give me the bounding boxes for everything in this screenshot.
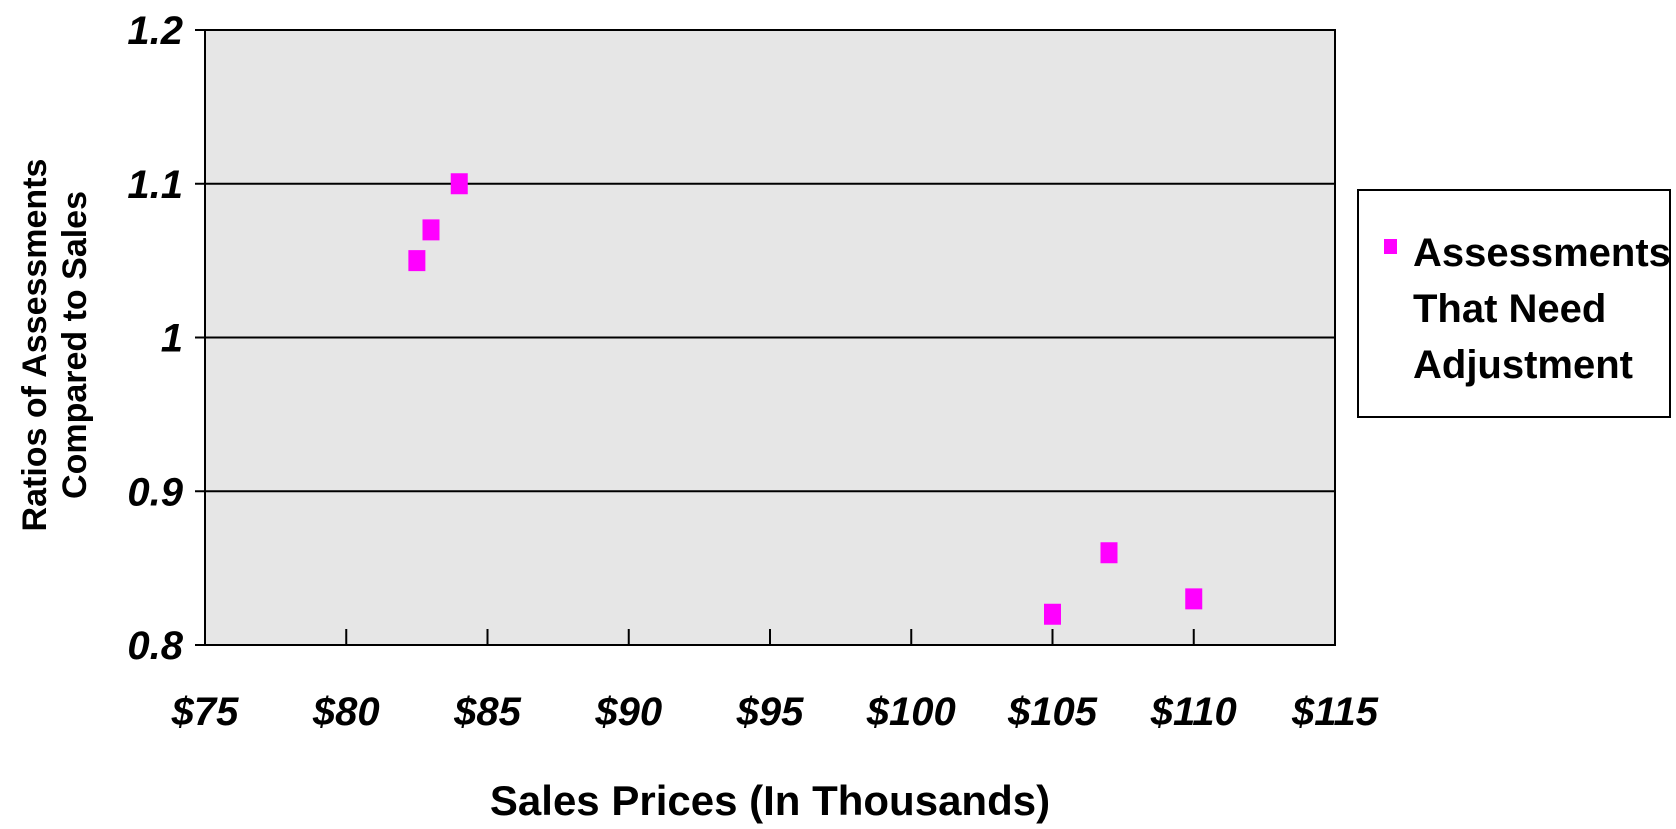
data-points <box>408 173 1203 625</box>
x-tick-label: $80 <box>312 690 380 734</box>
y-tick-label: 0.8 <box>127 624 183 668</box>
data-point <box>1185 588 1203 610</box>
gridlines <box>205 182 1335 493</box>
data-point <box>422 219 440 241</box>
legend-marker <box>1384 239 1397 254</box>
x-tick-label: $90 <box>594 690 662 734</box>
legend: Assessments That Need Adjustment <box>1357 189 1671 418</box>
y-tick-label: 0.9 <box>127 470 183 514</box>
x-tick-label: $100 <box>866 690 956 734</box>
y-axis-title: Ratios of Assessments Compared to Sales <box>16 159 94 532</box>
data-point <box>450 173 468 195</box>
y-tick-label: 1 <box>161 317 183 361</box>
x-tick-label: $115 <box>1291 690 1379 734</box>
x-tick-label: $105 <box>1007 690 1098 734</box>
x-tick-label: $110 <box>1150 690 1237 734</box>
y-axis-title-line-2: Compared to Sales <box>56 191 94 499</box>
x-tick-label: $85 <box>453 690 521 734</box>
x-tick-label: $95 <box>736 690 804 734</box>
x-axis-ticks: $75 $80 $85 $90 $95 $100 $105 $110 $115 <box>171 629 1379 734</box>
data-point <box>1100 542 1118 564</box>
x-axis-title: Sales Prices (In Thousands) <box>490 777 1050 824</box>
y-axis-title-line-1: Ratios of Assessments <box>16 159 54 532</box>
x-tick-label: $75 <box>171 690 239 734</box>
legend-label-line-3: Adjustment <box>1413 343 1633 387</box>
y-tick-label: 1.2 <box>127 9 183 53</box>
legend-label-line-2: That Need <box>1413 287 1606 331</box>
y-tick-label: 1.1 <box>127 163 183 207</box>
legend-box <box>1357 189 1671 418</box>
data-point <box>1044 603 1061 625</box>
y-axis-ticks: 0.8 0.9 1 1.1 1.2 <box>127 9 205 668</box>
data-point <box>408 250 426 272</box>
legend-label-line-1: Assessments <box>1413 231 1671 275</box>
